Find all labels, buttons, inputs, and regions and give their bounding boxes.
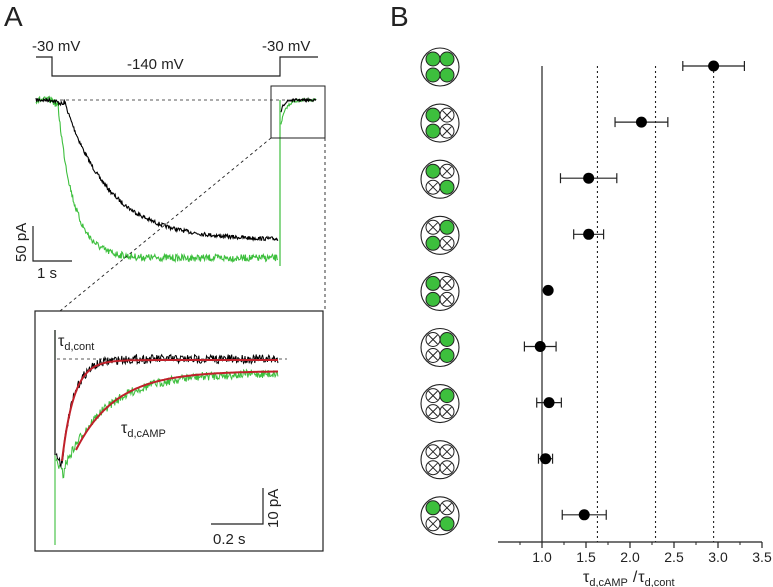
subunit-bound (439, 219, 455, 235)
panel-a-letter: A (4, 1, 23, 32)
channel-outline (420, 103, 460, 143)
data-point (534, 341, 546, 352)
protocol-end-voltage: -30 mV (262, 38, 310, 55)
data-point (583, 172, 595, 184)
subunit-bound (425, 163, 441, 179)
panel-b-chart: 1.0 1.5 2.0 2.5 3.0 3.5 (420, 47, 772, 565)
subunit-unbound-cross (428, 518, 438, 529)
data-point (583, 228, 595, 240)
x-tick-label: 2.5 (664, 549, 684, 565)
subunit-bound (425, 67, 441, 83)
subunit-bound (439, 179, 455, 195)
inset-scale-bar (211, 488, 264, 525)
data-point (542, 284, 554, 296)
x-tick-label: 3.0 (708, 549, 728, 565)
subunit-bound (439, 67, 455, 83)
camp-current-trace (35, 95, 279, 264)
channel-outline (420, 215, 460, 255)
subunit-bound (425, 235, 441, 251)
channel-outline (420, 159, 460, 199)
subunit-unbound-cross (442, 238, 452, 249)
control-current-trace (35, 96, 279, 242)
data-point (635, 116, 647, 128)
channel-outline (420, 440, 460, 480)
subunit-bound (425, 500, 441, 516)
protocol-step-voltage: -140 mV (127, 56, 184, 73)
camp-fit-curve (75, 370, 278, 451)
subunit-unbound-cross (428, 446, 438, 457)
voltage-protocol-line (36, 56, 318, 77)
subunit-unbound-cross (428, 350, 438, 361)
subunit-unbound-cross (442, 166, 452, 177)
subunit-bound (425, 291, 441, 307)
subunit-unbound-cross (442, 278, 452, 289)
subunit-unbound-cross (442, 502, 452, 513)
channel-outline (420, 271, 460, 311)
main-scale-time: 1 s (37, 265, 57, 282)
tau-control-label: τd,cont (58, 333, 94, 353)
tau-camp-label: τd,cAMP (121, 420, 166, 440)
subunit-bound (425, 275, 441, 291)
subunit-bound (439, 348, 455, 363)
main-scale-current: 50 pA (13, 223, 30, 262)
subunit-bound (425, 51, 441, 67)
data-point (578, 509, 590, 521)
subunit-unbound-cross (442, 406, 452, 417)
subunit-unbound-cross (442, 126, 452, 136)
subunit-unbound-cross (428, 406, 438, 417)
subunit-bound (439, 516, 455, 532)
data-point (540, 453, 552, 465)
subunit-bound (425, 123, 441, 139)
x-tick-label: 1.0 (532, 549, 552, 565)
x-tick-label: 3.5 (752, 549, 772, 565)
inset-scale-time: 0.2 s (213, 531, 246, 548)
subunit-unbound-cross (428, 390, 438, 401)
subunit-bound (439, 332, 455, 347)
subunit-unbound-cross (428, 182, 438, 193)
channel-outline (420, 384, 460, 424)
main-scale-bar (32, 226, 72, 262)
subunit-unbound-cross (428, 462, 438, 473)
subunit-unbound-cross (442, 110, 452, 120)
x-axis-label: τd,cAMP/τd,cont (583, 569, 675, 587)
subunit-unbound-cross (442, 462, 452, 473)
panel-b-letter: B (390, 1, 409, 32)
subunit-bound (439, 51, 455, 67)
subunit-unbound-cross (428, 334, 438, 345)
channel-outline (420, 47, 460, 87)
data-point (543, 397, 555, 409)
subunit-unbound-cross (442, 294, 452, 305)
channel-outline (420, 327, 460, 368)
subunit-unbound-cross (428, 222, 438, 233)
x-tick-label: 2.0 (620, 549, 640, 565)
data-point (708, 60, 720, 72)
channel-outline (420, 496, 460, 536)
inset-scale-current: 10 pA (265, 489, 282, 528)
control-fit-curve (61, 359, 278, 462)
subunit-bound (439, 388, 455, 404)
subunit-unbound-cross (442, 446, 452, 457)
protocol-start-voltage: -30 mV (32, 38, 80, 55)
control-tail-trace (280, 96, 317, 113)
zoom-box (270, 85, 326, 139)
inset-camp-trace (55, 368, 279, 479)
x-tick-label: 1.5 (576, 549, 596, 565)
subunit-bound (425, 107, 441, 123)
inset-frame (34, 310, 324, 552)
